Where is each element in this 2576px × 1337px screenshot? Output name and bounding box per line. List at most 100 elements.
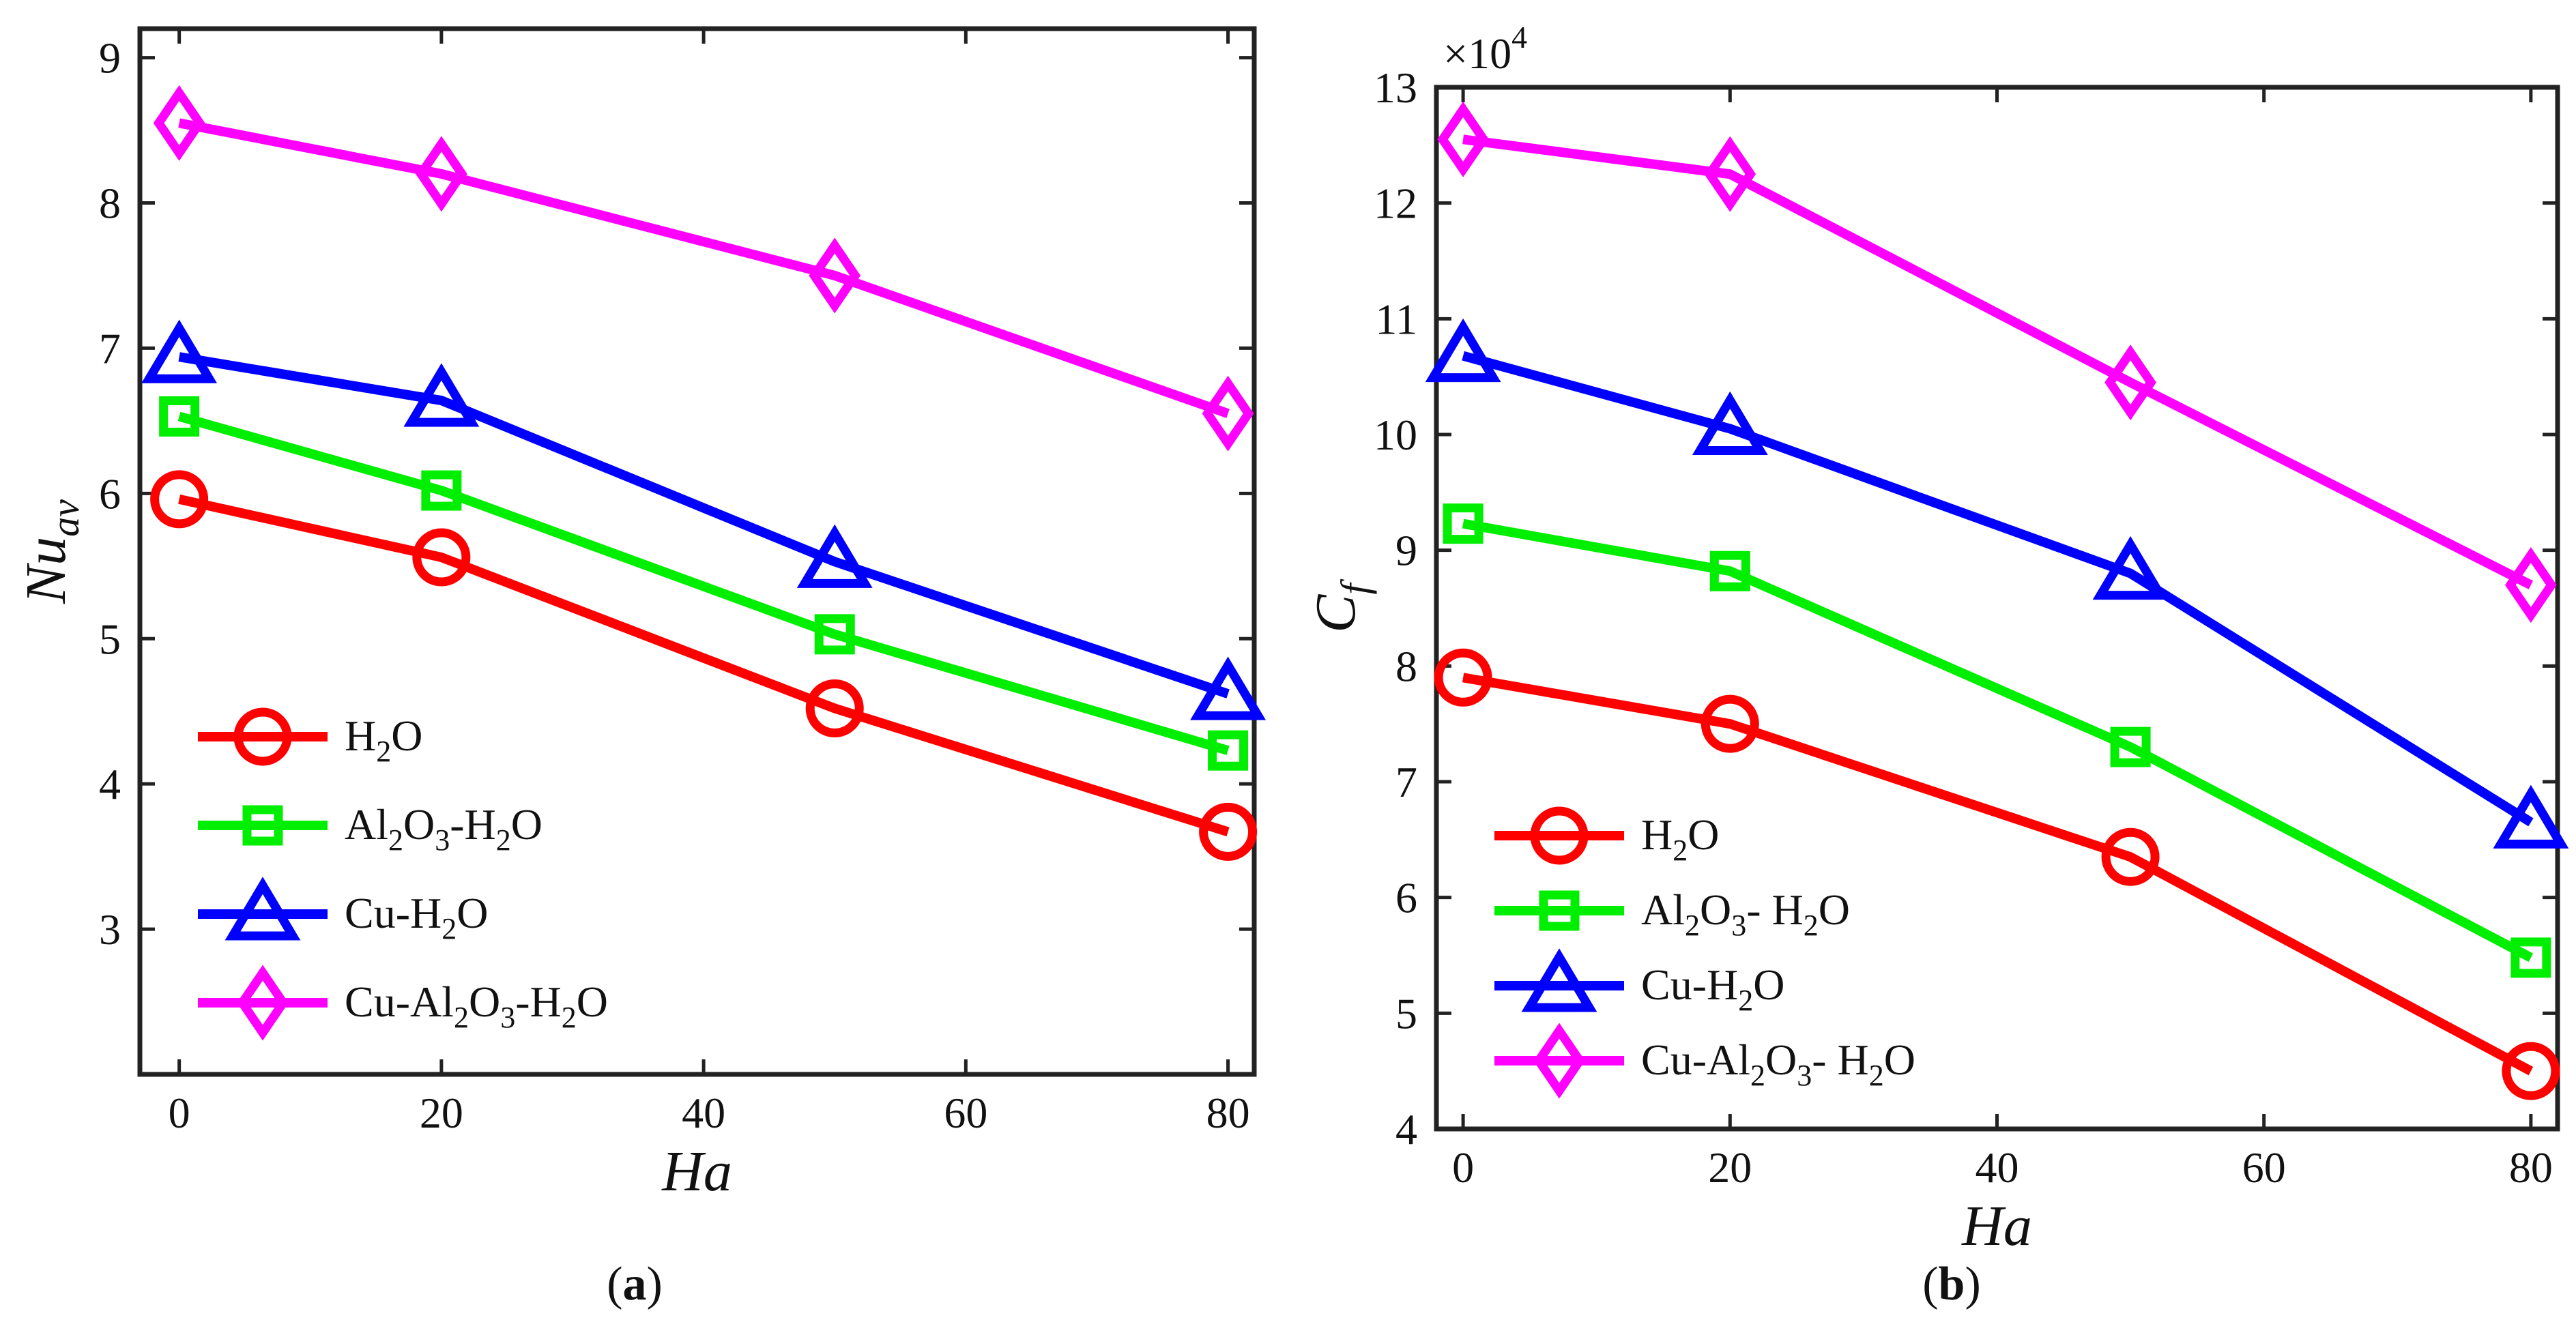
x-axis-label: Ha — [661, 1140, 732, 1203]
series-line — [1462, 518, 2534, 963]
x-tick-label: 0 — [169, 1089, 190, 1137]
y-tick-label: 6 — [99, 469, 121, 518]
data-point — [1709, 550, 1750, 591]
legend-label: H2O — [1641, 810, 1719, 867]
data-point — [814, 614, 855, 655]
data-point — [1208, 730, 1249, 771]
data-point — [1425, 318, 1501, 383]
series-h2o — [150, 470, 1258, 861]
series-h2o — [1434, 648, 2560, 1100]
x-tick-label: 0 — [1452, 1143, 1474, 1192]
data-point — [796, 524, 873, 588]
data-point — [2502, 1042, 2560, 1100]
legend-marker — [1530, 806, 1589, 865]
y-tick-label: 11 — [1375, 295, 1417, 343]
legend-label: Cu-H2O — [345, 889, 488, 945]
data-point — [2092, 535, 2169, 600]
series-cu-al2o3-h2o — [1437, 101, 2557, 623]
y-tick-label: 4 — [99, 760, 121, 808]
legend-label: Cu-Al2O3- H2O — [1641, 1035, 1915, 1092]
axes-box — [137, 26, 1257, 1077]
data-point — [1202, 375, 1254, 452]
y-tick-label: 9 — [99, 34, 121, 83]
data-point — [2510, 937, 2551, 978]
x-tick-label: 20 — [420, 1089, 463, 1137]
y-tick-label: 12 — [1374, 179, 1417, 228]
series-line — [1462, 134, 2534, 589]
x-tick-label: 40 — [682, 1089, 725, 1137]
legend-marker — [242, 805, 283, 846]
data-point — [1437, 101, 1489, 177]
data-point — [2493, 784, 2569, 849]
series-cu-h2o — [1425, 318, 2569, 849]
legend-item: Cu-Al2O3-H2O — [198, 965, 608, 1041]
series-cu-h2o — [141, 319, 1267, 720]
x-axis-label: Ha — [1961, 1194, 2032, 1258]
legend-marker — [1533, 1023, 1585, 1099]
legend-marker — [233, 707, 292, 766]
series-line — [1462, 673, 2534, 1076]
data-point — [412, 528, 471, 587]
y-axis-label: Nuav — [14, 499, 87, 604]
panel-b: 0 20 40 60 80 4 5 6 7 8 9 10 11 12 13 ×104 Ha Cf H2O Al2O3-… — [1304, 20, 2569, 1310]
series-cu-al2o3-h2o — [153, 85, 1254, 452]
data-point — [2101, 827, 2160, 886]
data-point — [2104, 344, 2156, 421]
y-tick-label: 7 — [99, 324, 121, 372]
data-point — [141, 319, 218, 383]
y-tick-label: 6 — [1395, 874, 1417, 922]
series-line — [178, 352, 1230, 699]
y-tick-label: 8 — [1395, 642, 1417, 690]
data-point — [416, 136, 467, 212]
y-scale-note: ×104 — [1443, 20, 1527, 78]
data-point — [809, 237, 861, 314]
legend-marker — [225, 877, 301, 941]
y-tick-label: 3 — [99, 905, 121, 954]
series-line — [1462, 351, 2534, 827]
legend-item: Al2O3- H2O — [1494, 885, 1850, 942]
legend-marker — [1539, 890, 1580, 931]
y-tick-label: 4 — [1395, 1105, 1417, 1154]
legend-label: H2O — [345, 711, 422, 768]
legend-item: Cu-Al2O3- H2O — [1494, 1023, 1915, 1099]
data-point — [805, 679, 864, 737]
x-tick-label: 80 — [2509, 1143, 2553, 1192]
y-tick-label: 7 — [1395, 758, 1417, 806]
y-axis-label: Cf — [1304, 579, 1377, 633]
legend-item: Al2O3-H2O — [198, 800, 542, 857]
data-point — [421, 470, 462, 511]
y-tick-label: 8 — [99, 179, 121, 228]
legend-item: Cu-H2O — [198, 877, 488, 945]
panel-caption: (a) — [607, 1258, 663, 1310]
x-tick-label: 60 — [944, 1089, 987, 1137]
series-line — [177, 411, 1230, 755]
data-point — [1704, 136, 1756, 212]
legend-item: H2O — [198, 707, 422, 768]
data-point — [1443, 503, 1484, 544]
y-tick-label: 9 — [1395, 527, 1417, 575]
x-tick-label: 20 — [1708, 1143, 1752, 1192]
data-point — [403, 363, 480, 427]
panel-caption: (b) — [1922, 1258, 1981, 1310]
legend-label: Al2O3-H2O — [345, 800, 542, 857]
x-tick-label: 80 — [1206, 1089, 1250, 1137]
data-point — [2505, 547, 2557, 623]
data-point — [1434, 648, 1492, 707]
data-point — [153, 85, 205, 161]
data-point — [2110, 726, 2151, 767]
data-point — [1199, 802, 1258, 861]
y-tick-label: 10 — [1374, 411, 1417, 459]
legend-label: Cu-H2O — [1641, 960, 1784, 1017]
y-tick-label: 5 — [1395, 989, 1417, 1038]
legend-item: H2O — [1494, 806, 1719, 867]
axes-box — [1434, 85, 2560, 1132]
legend-marker — [237, 965, 289, 1041]
legend-label: Cu-Al2O3-H2O — [345, 978, 608, 1034]
x-tick-label: 60 — [2242, 1143, 2286, 1192]
legend-item: Cu-H2O — [1494, 948, 1784, 1017]
data-point — [159, 396, 200, 437]
legend-marker — [1521, 948, 1597, 1012]
y-tick-label: 5 — [99, 615, 121, 663]
data-point — [1190, 656, 1267, 720]
